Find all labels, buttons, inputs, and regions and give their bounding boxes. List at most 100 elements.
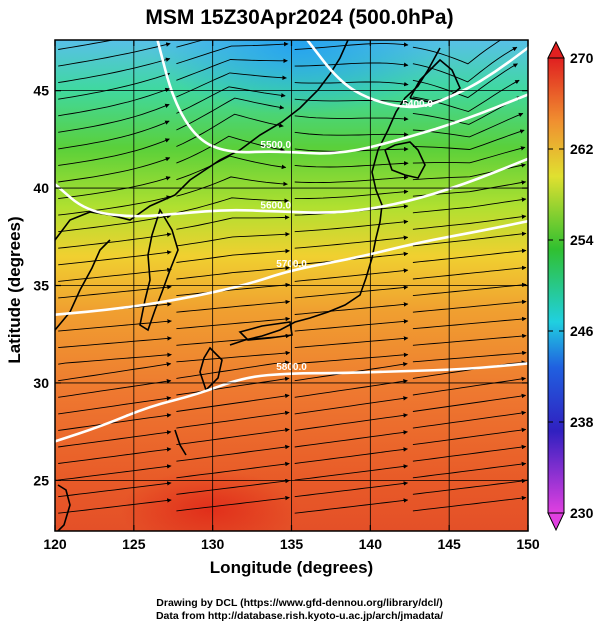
x-axis-label: Longitude (degrees) [209, 558, 374, 577]
contour-line [55, 219, 528, 317]
contour-line [156, 40, 528, 155]
contour-label: 5400.0 [402, 99, 433, 110]
warm-core [120, 470, 300, 531]
streamline [412, 495, 527, 512]
streamline [412, 265, 527, 280]
streamline [58, 42, 171, 67]
streamline [294, 464, 409, 481]
streamline [412, 376, 527, 396]
contour-line [55, 362, 528, 443]
streamline [176, 316, 291, 330]
y-tick-label: 35 [33, 278, 49, 294]
streamline [412, 129, 525, 150]
streamline [58, 447, 172, 464]
streamline [176, 393, 290, 412]
streamline [412, 461, 527, 479]
streamline [294, 379, 408, 398]
x-tick-label: 130 [201, 536, 225, 552]
streamline [412, 478, 527, 495]
streamline [412, 444, 527, 462]
streamline [294, 268, 409, 282]
streamline [294, 219, 409, 233]
x-tick-label: 125 [122, 536, 146, 552]
x-tick-label: 150 [516, 536, 540, 552]
streamline [412, 112, 524, 138]
streamline [58, 319, 172, 332]
streamline [176, 299, 291, 313]
streamline [412, 197, 527, 214]
streamline [412, 214, 527, 230]
streamline [58, 120, 170, 150]
streamline [176, 155, 287, 181]
streamline [58, 195, 172, 216]
colorbar-top-extend [547, 40, 565, 59]
streamline [176, 265, 290, 280]
streamline [58, 481, 172, 498]
streamline [294, 481, 409, 498]
colorbar-tick-label: 246 [570, 323, 594, 339]
streamline [294, 352, 409, 365]
streamline [294, 319, 409, 332]
streamline [294, 285, 409, 299]
x-axis-ticks: 120 125 130 135 140 145 150 [43, 40, 540, 552]
streamline [294, 336, 409, 349]
streamline [412, 248, 527, 263]
streamline [58, 413, 172, 431]
streamline [412, 146, 526, 164]
streamline [294, 131, 409, 137]
streamline [412, 350, 527, 363]
colorbar-ticks: 230 238 246 254 262 270 [548, 50, 594, 521]
streamline [58, 362, 172, 382]
streamline [294, 235, 409, 249]
contour-line [55, 157, 528, 218]
streamline [294, 81, 409, 87]
x-tick-label: 135 [280, 536, 304, 552]
graticule [55, 40, 528, 531]
streamline [58, 430, 172, 448]
streamline [412, 282, 527, 297]
streamline [176, 282, 291, 297]
streamline [176, 495, 290, 512]
streamline [58, 336, 172, 349]
streamline [58, 157, 171, 183]
streamline [176, 197, 289, 214]
streamline [412, 410, 527, 429]
streamline [294, 175, 409, 184]
streamline [176, 360, 290, 379]
streamline [176, 40, 205, 48]
streamline [294, 430, 408, 448]
x-tick-label: 120 [43, 536, 67, 552]
streamline [412, 96, 522, 125]
streamline [58, 214, 172, 233]
streamline [58, 57, 171, 84]
colorbar-scale [547, 57, 565, 514]
x-tick-label: 140 [359, 536, 383, 552]
y-tick-label: 30 [33, 375, 49, 391]
credit-data-source: Data from http://database.rish.kyoto-u.a… [155, 610, 444, 622]
colorbar: 230 238 246 254 262 270 [547, 40, 594, 532]
contour-label: 5600.0 [260, 200, 291, 211]
streamline [58, 396, 172, 415]
streamline [294, 302, 409, 315]
y-tick-label: 45 [33, 83, 49, 99]
streamline [176, 58, 288, 81]
streamline [176, 376, 290, 396]
streamline [412, 393, 527, 412]
streamline [294, 62, 409, 68]
streamline [58, 464, 172, 481]
streamline [58, 250, 172, 266]
streamline [412, 316, 527, 330]
contour-label: 5500.0 [260, 140, 291, 151]
streamline [176, 41, 289, 65]
streamline [58, 40, 116, 50]
streamline [294, 413, 408, 431]
streamline [176, 86, 286, 114]
streamline [176, 410, 290, 429]
colorbar-tick-label: 238 [570, 414, 594, 430]
streamline [58, 176, 171, 200]
colorbar-bottom-extend [547, 512, 565, 532]
colorbar-tick-label: 230 [570, 505, 594, 521]
streamline [176, 215, 290, 230]
streamline [58, 498, 172, 514]
